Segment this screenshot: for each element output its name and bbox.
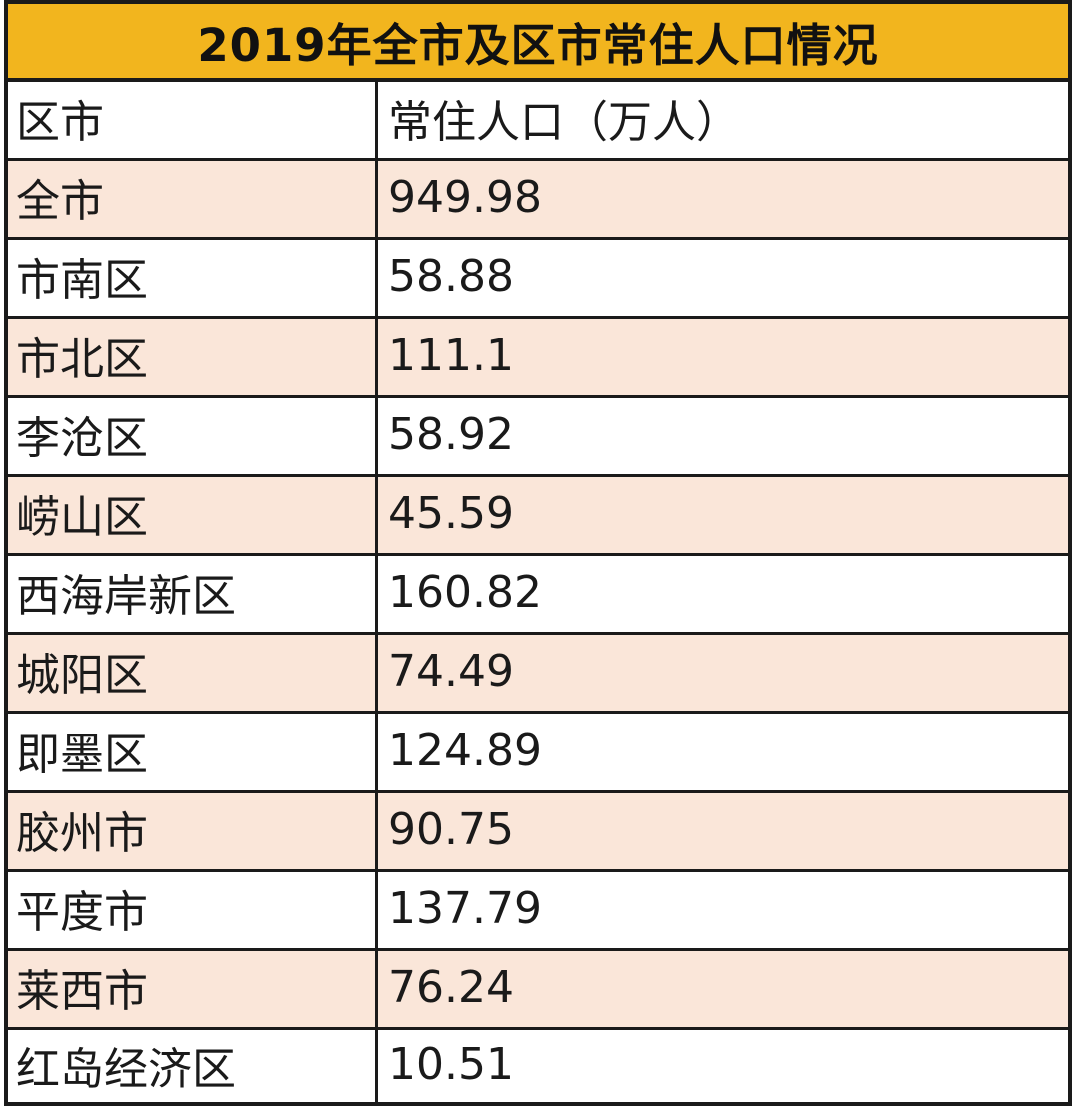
table-row: 红岛经济区 10.51 (8, 1030, 1068, 1103)
row-value: 124.89 (388, 724, 542, 776)
table-row: 胶州市 90.75 (8, 793, 1068, 872)
table-row: 崂山区 45.59 (8, 477, 1068, 556)
row-value: 74.49 (388, 645, 514, 697)
header-district: 区市 (8, 82, 378, 158)
table-row: 即墨区 124.89 (8, 714, 1068, 793)
table-row: 市北区 111.1 (8, 319, 1068, 398)
row-name: 胶州市 (8, 793, 378, 869)
table-header-row: 区市 常住人口（万人） (8, 82, 1068, 161)
row-value: 58.92 (388, 408, 514, 460)
row-name: 市南区 (8, 240, 378, 316)
row-name: 崂山区 (8, 477, 378, 553)
row-value: 58.88 (388, 250, 514, 302)
row-name: 平度市 (8, 872, 378, 948)
row-value: 111.1 (388, 329, 514, 381)
row-name: 城阳区 (8, 635, 378, 711)
population-table: 2019年全市及区市常住人口情况 区市 常住人口（万人） 全市 949.98 市… (4, 0, 1072, 1106)
row-name: 莱西市 (8, 951, 378, 1027)
table-row: 平度市 137.79 (8, 872, 1068, 951)
row-name: 市北区 (8, 319, 378, 395)
row-value: 90.75 (388, 803, 514, 855)
table-row: 全市 949.98 (8, 161, 1068, 240)
header-population: 常住人口（万人） (388, 97, 740, 148)
row-value: 76.24 (388, 961, 514, 1013)
table-row: 市南区 58.88 (8, 240, 1068, 319)
table-row: 莱西市 76.24 (8, 951, 1068, 1030)
table-row: 西海岸新区 160.82 (8, 556, 1068, 635)
row-value: 137.79 (388, 882, 542, 934)
row-value: 10.51 (388, 1039, 514, 1090)
table-row: 李沧区 58.92 (8, 398, 1068, 477)
row-name: 西海岸新区 (8, 556, 378, 632)
row-name: 全市 (8, 161, 378, 237)
row-value: 160.82 (388, 566, 542, 618)
row-value: 949.98 (388, 171, 542, 223)
row-name: 红岛经济区 (8, 1030, 378, 1103)
table-row: 城阳区 74.49 (8, 635, 1068, 714)
row-name: 李沧区 (8, 398, 378, 474)
row-name: 即墨区 (8, 714, 378, 790)
table-title: 2019年全市及区市常住人口情况 (8, 4, 1068, 82)
row-value: 45.59 (388, 487, 514, 539)
